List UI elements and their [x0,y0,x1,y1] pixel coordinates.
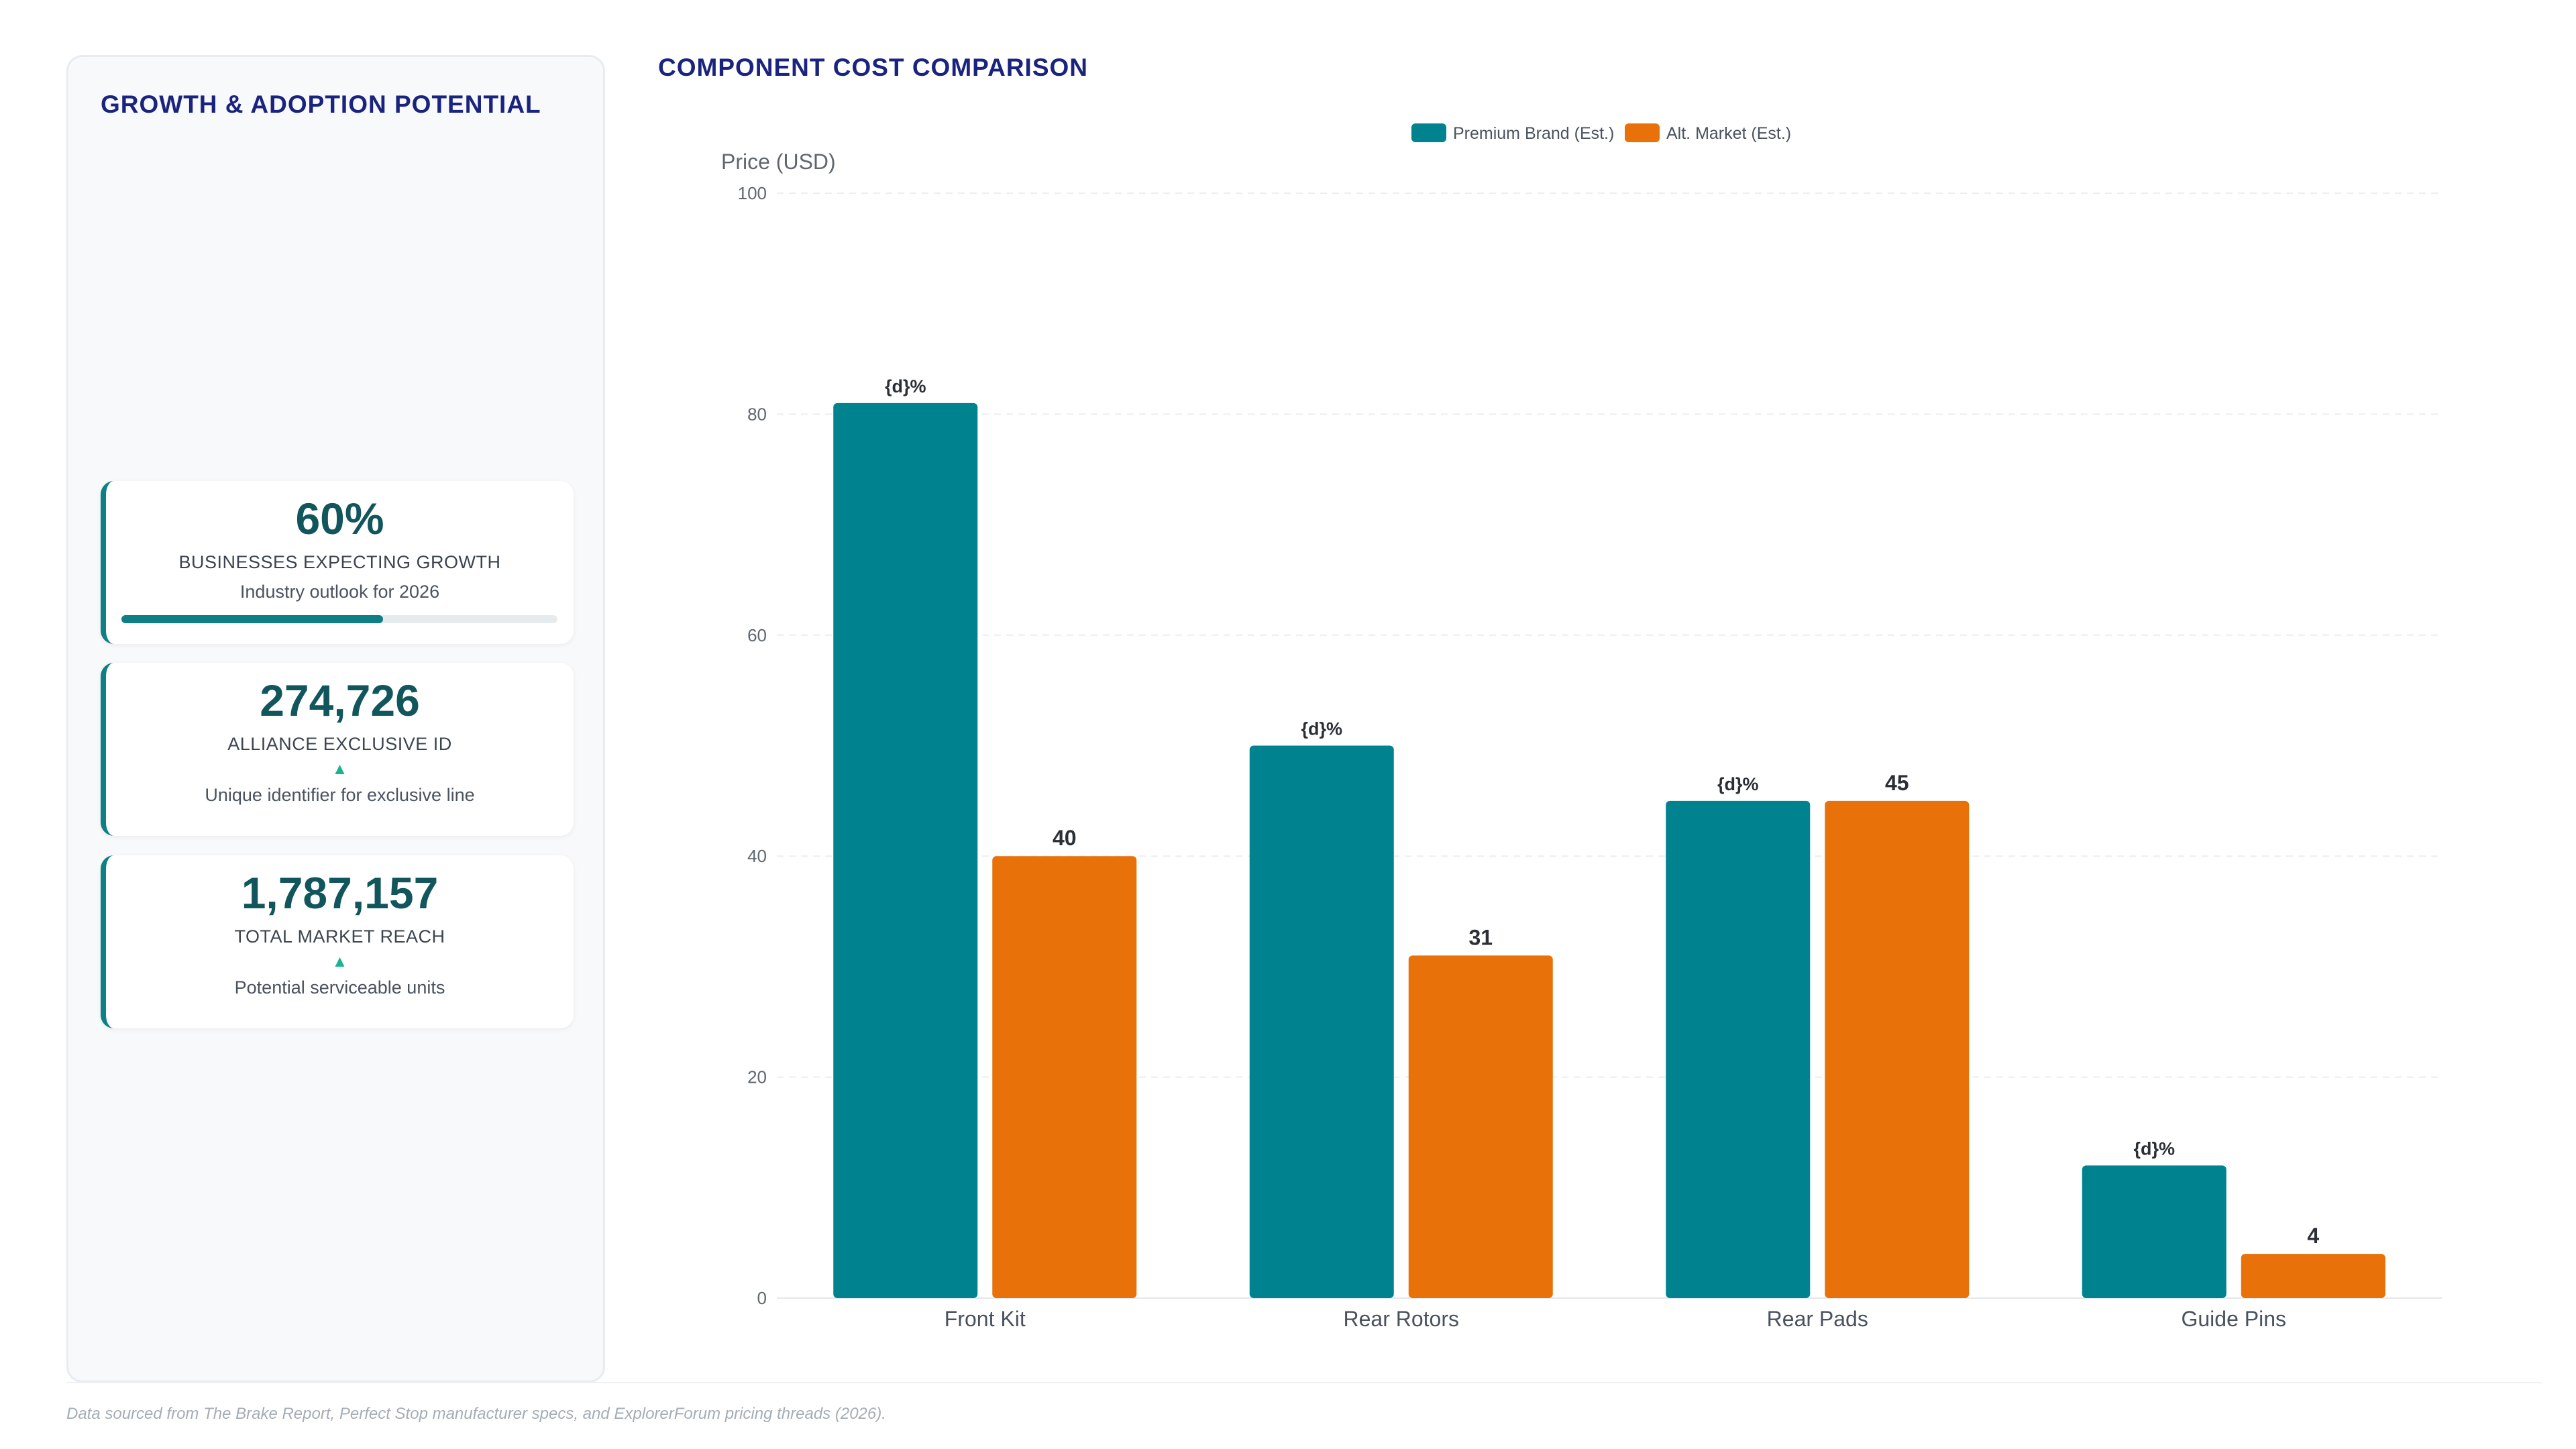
growth-panel: GROWTH & ADOPTION POTENTIAL 60% BUSINESS… [66,55,605,1383]
bar [1249,745,1394,1298]
bar-data-label: {d}% [885,376,926,396]
legend-label: Alt. Market (Est.) [1666,124,1791,143]
kpi-card-alliance-id: 274,726 ALLIANCE EXCLUSIVE ID ▲ Unique i… [101,663,574,836]
footer-divider [66,1382,2542,1383]
kpi-label: BUSINESSES EXPECTING GROWTH [178,552,501,572]
kpi-subtitle: Industry outlook for 2026 [239,582,440,602]
kpi-subtitle: Potential serviceable units [234,977,445,998]
chart-title: COMPONENT COST COMPARISON [658,54,1088,81]
bar [2241,1254,2385,1298]
source-footnote: Data sourced from The Brake Report, Perf… [66,1405,886,1423]
trend-up-icon: ▲ [331,760,348,778]
x-tick-label: Front Kit [945,1307,1026,1331]
progress-fill [121,615,383,623]
kpi-card-growth: 60% BUSINESSES EXPECTING GROWTH Industry… [101,481,574,644]
kpi-subtitle: Unique identifier for exclusive line [205,785,475,805]
kpi-value: 1,787,157 [241,868,439,918]
bar-data-label: 31 [1468,925,1493,949]
y-axis-label: Price (USD) [721,150,836,174]
bar-data-label: 4 [2307,1224,2319,1248]
x-tick-label: Rear Pads [1767,1307,1868,1331]
legend-swatch [1411,123,1446,142]
cost-comparison-chart: 0 20 40 60 80 100 Price (USD) {d}% 40 Front Kit {d… [721,123,2442,1331]
bar-data-label: 45 [1885,771,1909,795]
bar [833,402,978,1299]
y-tick-label: 100 [738,183,767,203]
y-tick-label: 40 [747,846,767,866]
kpi-label: TOTAL MARKET REACH [234,926,445,947]
kpi-label: ALLIANCE EXCLUSIVE ID [227,734,452,754]
legend-label: Premium Brand (Est.) [1453,124,1614,143]
bar-data-label: {d}% [1717,774,1759,794]
trend-up-icon: ▲ [331,953,348,971]
y-tick-label: 20 [747,1067,767,1087]
kpi-value: 274,726 [260,676,420,725]
bar-data-label: {d}% [2133,1138,2175,1159]
y-tick-label: 60 [747,625,767,645]
kpi-value: 60% [295,494,384,543]
bar [1666,800,1811,1298]
y-tick-label: 0 [757,1288,767,1308]
growth-panel-title: GROWTH & ADOPTION POTENTIAL [101,91,541,118]
kpi-card-market-reach: 1,787,157 TOTAL MARKET REACH ▲ Potential… [101,855,574,1028]
bar [1825,800,1970,1298]
bar-data-label: 40 [1053,826,1077,850]
bar-data-label: {d}% [1301,719,1342,739]
x-tick-label: Rear Rotors [1344,1307,1460,1331]
bar [2082,1165,2226,1298]
bar [1408,955,1553,1298]
y-tick-label: 80 [747,404,767,424]
legend-swatch [1625,123,1660,142]
bar [992,856,1137,1298]
x-tick-label: Guide Pins [2181,1307,2286,1331]
progress-bar [121,615,557,623]
